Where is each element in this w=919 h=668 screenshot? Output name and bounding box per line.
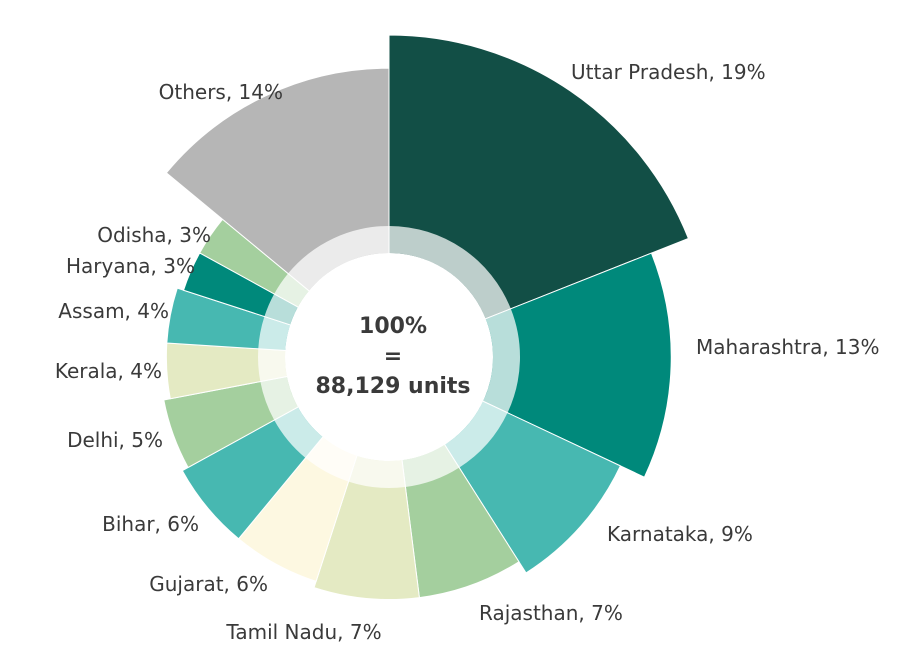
- slice-label-gujarat: Gujarat, 6%: [149, 572, 268, 596]
- slice-maharashtra: [387, 252, 672, 478]
- center-equals-sign: =: [384, 344, 402, 369]
- inner-ring-segment-maharashtra: [483, 308, 521, 413]
- slice-label-tamil-nadu: Tamil Nadu, 7%: [225, 620, 381, 644]
- inner-ring-segment-bihar: [274, 407, 323, 458]
- slice-label-bihar: Bihar, 6%: [102, 512, 199, 536]
- slice-label-maharashtra: Maharashtra, 13%: [696, 335, 880, 359]
- inner-ring-segment-kerala: [257, 348, 287, 382]
- slice-label-haryana: Haryana, 3%: [66, 254, 195, 278]
- slice-label-others: Others, 14%: [159, 80, 283, 104]
- inner-ring-segment-delhi: [260, 376, 298, 421]
- inner-ring-segment-karnataka: [444, 401, 508, 468]
- labels-layer: Uttar Pradesh, 19% Maharashtra, 13% Karnat…: [55, 60, 880, 644]
- inner-ring-segment-others: [288, 226, 389, 291]
- slice-label-karnataka: Karnataka, 9%: [607, 522, 753, 546]
- slice-label-rajasthan: Rajasthan, 7%: [479, 601, 623, 625]
- slice-label-assam: Assam, 4%: [58, 299, 169, 323]
- inner-ring-segment-rajasthan: [402, 444, 460, 487]
- slice-label-uttar-pradesh: Uttar Pradesh, 19%: [571, 60, 766, 84]
- slice-label-kerala: Kerala, 4%: [55, 359, 162, 383]
- inner-ring-segment-tamil-nadu: [348, 455, 406, 488]
- inner-ring-layer: [257, 226, 521, 488]
- center-hole: [285, 253, 493, 461]
- inner-ring-segment-uttar-pradesh: [389, 226, 511, 319]
- slice-label-odisha: Odisha, 3%: [97, 223, 211, 247]
- inner-ring-segment-haryana: [264, 293, 298, 325]
- slice-label-delhi: Delhi, 5%: [67, 428, 163, 452]
- inner-ring-segment-odisha: [274, 273, 309, 307]
- center-total-percent: 100%: [359, 314, 427, 339]
- center-total-units: 88,129 units: [315, 374, 470, 399]
- inner-ring-segment-gujarat: [305, 437, 357, 482]
- inner-ring-segment-assam: [258, 316, 291, 351]
